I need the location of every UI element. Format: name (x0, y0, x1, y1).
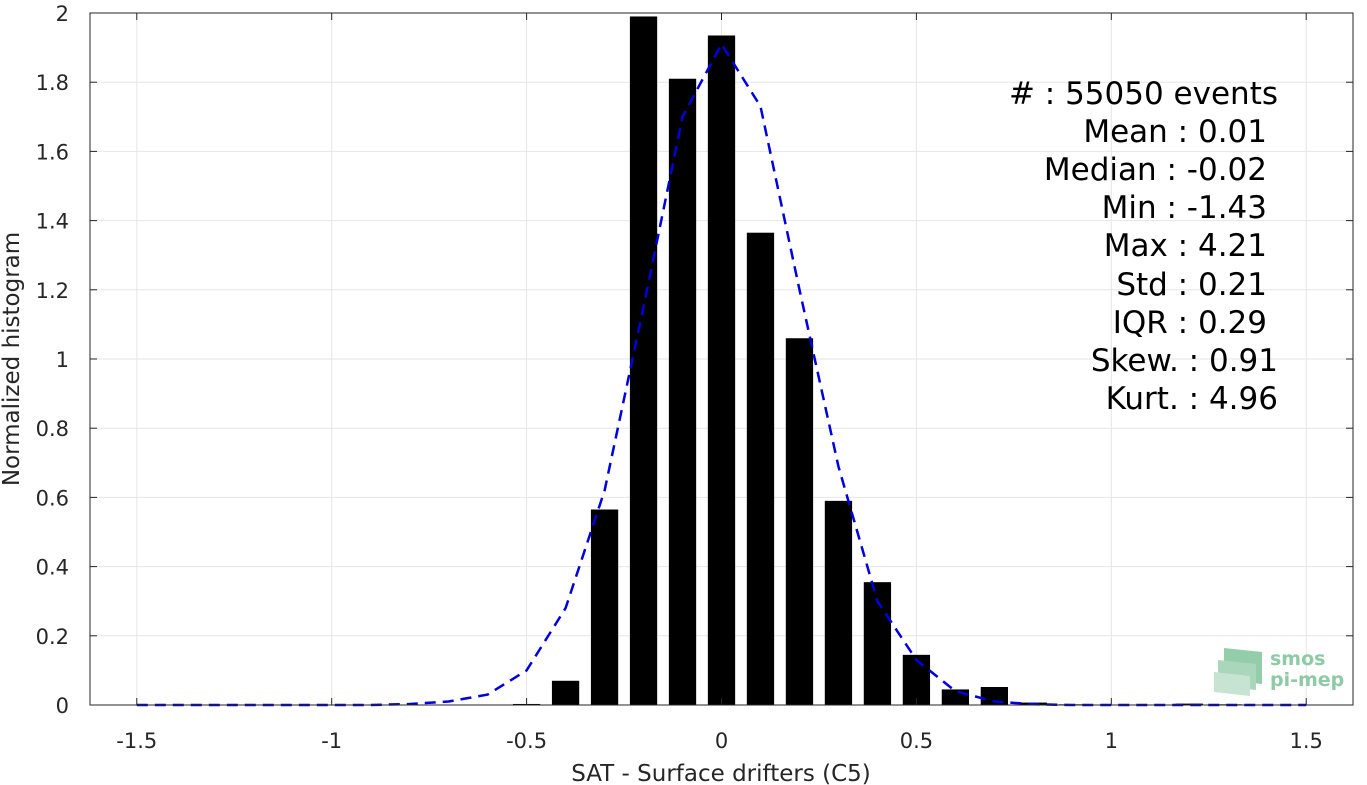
histogram-bar (707, 35, 736, 706)
y-tick-label: 2 (56, 2, 69, 26)
histogram-bar (785, 338, 814, 705)
x-tick-label: 1 (1105, 729, 1118, 753)
logo-text-pi-mep: pi-mep (1270, 669, 1344, 691)
histogram-bar (590, 509, 619, 705)
x-tick-label: 0.5 (900, 729, 933, 753)
x-axis-ticks: -1.5 -1 -0.5 0 0.5 1 1.5 (116, 13, 1323, 753)
y-tick-label: 1.8 (36, 71, 69, 95)
histogram-bar (746, 232, 775, 705)
histogram-bar (1175, 703, 1203, 705)
y-tick-label: 0 (56, 694, 69, 718)
y-tick-label: 1.4 (36, 210, 69, 234)
stats-median: Median : -0.02 (1044, 152, 1267, 188)
histogram-bar (668, 78, 697, 706)
x-tick-label: 1.5 (1290, 729, 1323, 753)
y-tick-label: 0.8 (36, 417, 69, 441)
statistics-annotation: # : 55050 events Mean : 0.01 Median : -0… (1009, 76, 1278, 417)
y-tick-label: 0.4 (36, 556, 69, 580)
stats-std: Std : 0.21 (1116, 267, 1267, 303)
x-tick-label: -1 (321, 729, 342, 753)
logo-mark-icon (1214, 648, 1262, 696)
x-tick-label: 0 (715, 729, 728, 753)
y-tick-label: 1.2 (36, 279, 69, 303)
y-tick-label: 1.6 (36, 140, 69, 164)
stats-kurtosis: Kurt. : 4.96 (1106, 381, 1278, 417)
logo-text-smos: smos (1270, 648, 1325, 670)
histogram-bar (551, 680, 580, 705)
stats-min: Min : -1.43 (1102, 190, 1267, 226)
histogram-bars (473, 16, 1320, 706)
stats-skewness: Skew. : 0.91 (1091, 343, 1278, 379)
y-tick-label: 0.6 (36, 486, 69, 510)
histogram-bar (980, 687, 1009, 705)
histogram-bar (941, 689, 970, 705)
histogram-bar (629, 16, 658, 705)
histogram-bar (902, 654, 931, 705)
histogram-bar (824, 500, 853, 705)
stats-mean: Mean : 0.01 (1083, 114, 1267, 150)
stats-count: # : 55050 events (1009, 76, 1278, 112)
x-axis-title: SAT - Surface drifters (C5) (571, 761, 871, 785)
stats-iqr: IQR : 0.29 (1113, 305, 1267, 341)
smos-pi-mep-logo: smos pi-mep (1214, 648, 1344, 696)
x-tick-label: -0.5 (506, 729, 547, 753)
y-axis-ticks: 0 0.2 0.4 0.6 0.8 1 1.2 1.4 1.6 1.8 2 (36, 2, 1353, 718)
y-axis-title: Normalized histogram (0, 232, 25, 486)
x-tick-label: -1.5 (116, 729, 157, 753)
stats-max: Max : 4.21 (1104, 228, 1267, 264)
y-tick-label: 0.2 (36, 625, 69, 649)
y-tick-label: 1 (56, 348, 69, 372)
